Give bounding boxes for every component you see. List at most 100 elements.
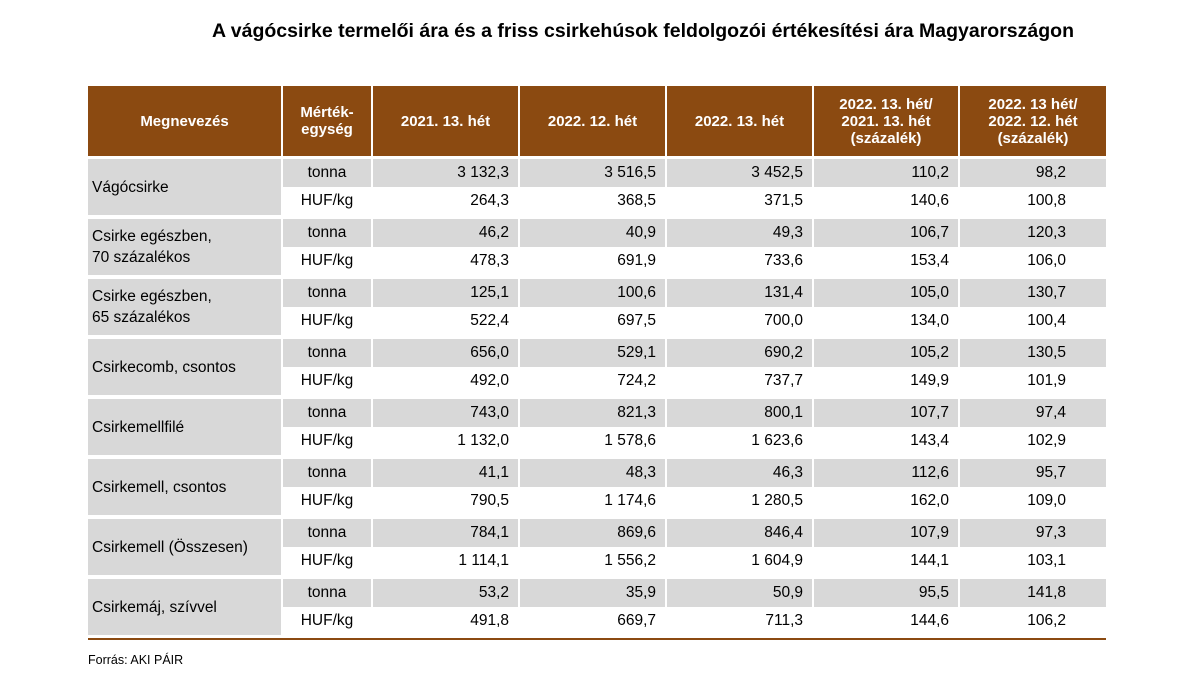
column-header: Megnevezés [88,86,283,156]
column-header: 2022. 12. hét [520,86,667,156]
header-row: Megnevezés Mérték-egység 2021. 13. hét 2022… [88,86,1106,156]
value-cell: 144,6 [814,607,960,635]
product-name: Csirkemell, csontos [88,455,283,515]
table-row: Csirkemell (Összesen) tonna 784,1 869,6 846,… [88,515,1106,575]
table-row: Csirkemell, csontos tonna 41,1 48,3 46,3 112,… [88,455,1106,515]
table-bottom-rule [88,638,1106,640]
value-cell: 46,3 [667,455,814,487]
value-cell: 120,3 [960,215,1106,247]
value-cell: 711,3 [667,607,814,635]
column-header: 2022. 13. hét [667,86,814,156]
value-cell: 140,6 [814,187,960,215]
value-cell: 733,6 [667,247,814,275]
value-cell: 743,0 [373,395,520,427]
value-cell: 669,7 [520,607,667,635]
value-cell: 656,0 [373,335,520,367]
table-row: Csirkemellfilé tonna 743,0 821,3 800,1 107,7 9… [88,395,1106,455]
value-cell: 109,0 [960,487,1106,515]
table-row: HUF/kg 478,3 691,9 733,6 153,4 106,0 [88,247,1106,275]
value-cell: 100,4 [960,307,1106,335]
product-name: Vágócsirke [88,156,283,215]
unit-cell: HUF/kg [283,607,373,635]
product-name: Csirke egészben, 70 százalékos [88,215,283,275]
value-cell: 102,9 [960,427,1106,455]
value-cell: 106,0 [960,247,1106,275]
value-cell: 690,2 [667,335,814,367]
table-body: Vágócsirke tonna 3 132,3 3 516,5 3 452,5 110,… [88,156,1106,635]
value-cell: 700,0 [667,307,814,335]
value-cell: 1 280,5 [667,487,814,515]
value-cell: 97,3 [960,515,1106,547]
value-cell: 103,1 [960,547,1106,575]
table-row: HUF/kg 492,0 724,2 737,7 149,9 101,9 [88,367,1106,395]
product-name: Csirkemell (Összesen) [88,515,283,575]
value-cell: 1 556,2 [520,547,667,575]
value-cell: 130,7 [960,275,1106,307]
value-cell: 478,3 [373,247,520,275]
table-row: Csirkecomb, csontos tonna 656,0 529,1 690,2 1… [88,335,1106,395]
unit-cell: HUF/kg [283,307,373,335]
value-cell: 130,5 [960,335,1106,367]
unit-cell: tonna [283,395,373,427]
product-name: Csirke egészben, 65 százalékos [88,275,283,335]
value-cell: 50,9 [667,575,814,607]
value-cell: 98,2 [960,156,1106,187]
value-cell: 697,5 [520,307,667,335]
value-cell: 106,7 [814,215,960,247]
value-cell: 112,6 [814,455,960,487]
page-title: A vágócsirke termelői ára és a friss csi… [212,20,1074,42]
column-header: Mérték-egység [283,86,373,156]
value-cell: 53,2 [373,575,520,607]
table-row: HUF/kg 264,3 368,5 371,5 140,6 100,8 [88,187,1106,215]
value-cell: 107,7 [814,395,960,427]
value-cell: 105,2 [814,335,960,367]
table-row: Csirkemáj, szívvel tonna 53,2 35,9 50,9 95,5 1… [88,575,1106,635]
value-cell: 3 452,5 [667,156,814,187]
table-row: HUF/kg 491,8 669,7 711,3 144,6 106,2 [88,607,1106,635]
table-row: Csirke egészben, 70 százalékos tonna 46,2 40… [88,215,1106,275]
value-cell: 100,6 [520,275,667,307]
value-cell: 846,4 [667,515,814,547]
column-header: 2022. 13. hét/2021. 13. hét (százalék) [814,86,960,156]
value-cell: 691,9 [520,247,667,275]
value-cell: 800,1 [667,395,814,427]
table-row: Csirke egészben, 65 százalékos tonna 125,1 1… [88,275,1106,335]
value-cell: 737,7 [667,367,814,395]
unit-cell: HUF/kg [283,547,373,575]
unit-cell: HUF/kg [283,427,373,455]
value-cell: 125,1 [373,275,520,307]
value-cell: 97,4 [960,395,1106,427]
value-cell: 368,5 [520,187,667,215]
value-cell: 1 604,9 [667,547,814,575]
column-header: 2022. 13 hét/2022. 12. hét (százalék) [960,86,1106,156]
column-header: 2021. 13. hét [373,86,520,156]
price-table: Megnevezés Mérték-egység 2021. 13. hét 2022… [88,86,1106,635]
value-cell: 131,4 [667,275,814,307]
unit-cell: tonna [283,455,373,487]
value-cell: 46,2 [373,215,520,247]
value-cell: 106,2 [960,607,1106,635]
unit-cell: tonna [283,215,373,247]
unit-cell: tonna [283,275,373,307]
unit-cell: HUF/kg [283,247,373,275]
value-cell: 491,8 [373,607,520,635]
table-row: HUF/kg 1 114,1 1 556,2 1 604,9 144,1 103,1 [88,547,1106,575]
value-cell: 790,5 [373,487,520,515]
product-name: Csirkemáj, szívvel [88,575,283,635]
value-cell: 100,8 [960,187,1106,215]
value-cell: 49,3 [667,215,814,247]
value-cell: 264,3 [373,187,520,215]
value-cell: 144,1 [814,547,960,575]
value-cell: 162,0 [814,487,960,515]
value-cell: 35,9 [520,575,667,607]
value-cell: 1 174,6 [520,487,667,515]
value-cell: 41,1 [373,455,520,487]
table-row: HUF/kg 790,5 1 174,6 1 280,5 162,0 109,0 [88,487,1106,515]
value-cell: 105,0 [814,275,960,307]
product-name: Csirkecomb, csontos [88,335,283,395]
value-cell: 1 623,6 [667,427,814,455]
value-cell: 522,4 [373,307,520,335]
value-cell: 153,4 [814,247,960,275]
unit-cell: tonna [283,575,373,607]
value-cell: 821,3 [520,395,667,427]
